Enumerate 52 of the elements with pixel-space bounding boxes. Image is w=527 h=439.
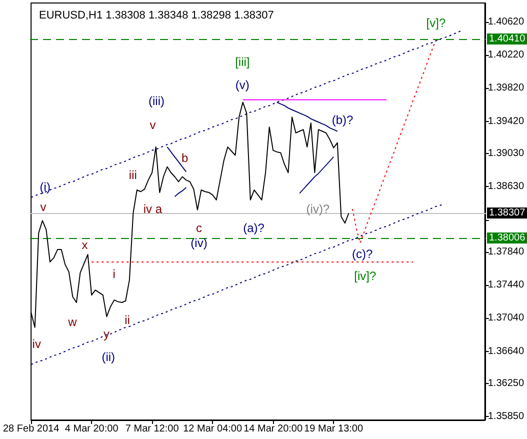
x-tick-label: 14 Mar 20:00	[244, 424, 303, 434]
annotation: (b)?	[332, 113, 354, 127]
y-tick-label: 1.37040	[488, 312, 524, 324]
line-series	[299, 156, 334, 194]
y-tick-label: 1.39420	[488, 116, 524, 127]
annotation: [v]?	[426, 16, 446, 30]
annotation: i	[112, 267, 116, 281]
y-tick-label: 1.40620	[488, 16, 524, 28]
annotation: v	[150, 118, 156, 132]
y-tick-label: 1.36250	[488, 378, 524, 390]
annotation: (a)?	[243, 221, 265, 235]
y-tick-label: 1.39820	[488, 82, 524, 94]
annotation: ii	[124, 313, 130, 327]
x-tick-label: 12 Mar 04:00	[183, 424, 242, 434]
x-tick-label: 19 Mar 13:00	[304, 424, 364, 434]
annotation: (i)	[40, 180, 50, 194]
annotation: [iv]?	[354, 269, 376, 283]
annotation: x	[82, 238, 88, 252]
annotation: y	[103, 327, 110, 341]
y-tick-label: 1.40220	[488, 50, 524, 61]
y-tick-label: 1.38630	[488, 181, 524, 192]
line-series	[174, 187, 187, 198]
ref-line-label: 1.38006	[489, 232, 526, 244]
annotation: iv	[32, 337, 41, 351]
annotation: (ii)	[102, 350, 116, 364]
ref-line-label: 1.38307	[489, 208, 526, 218]
y-tick-label: 1.35850	[488, 411, 524, 422]
annotation: c	[196, 221, 202, 235]
y-tick-label: 1.36640	[488, 346, 524, 357]
line-series	[166, 146, 187, 172]
annotation: (v)	[235, 78, 250, 92]
y-tick-label: 1.37840	[488, 246, 524, 258]
line-series	[352, 40, 436, 244]
annotation: w	[67, 315, 78, 329]
text: EURUSD,H1 1.38308 1.38348 1.38298 1.38307	[39, 10, 274, 22]
x-tick-label: 7 Mar 12:00	[125, 424, 180, 434]
annotation: v	[40, 200, 46, 214]
annotation: iii	[128, 168, 137, 182]
y-tick-label: 1.37440	[488, 280, 524, 291]
x-tick-label: 28 Feb 2014	[2, 424, 60, 434]
annotation: (iii)	[148, 94, 165, 108]
ref-line-label: 1.40410	[489, 34, 526, 44]
annotation: b	[181, 151, 188, 165]
annotation: (c)?	[352, 247, 373, 261]
annotation: iv a	[143, 202, 162, 216]
x-tick-label: 4 Mar 20:00	[64, 424, 119, 434]
y-tick-label: 1.39030	[488, 148, 524, 160]
annotation: (iv)	[190, 236, 208, 250]
line-series	[30, 204, 444, 366]
line-series	[30, 30, 463, 198]
annotation: (iv)?	[306, 202, 330, 216]
annotation: [iii]	[235, 55, 250, 69]
